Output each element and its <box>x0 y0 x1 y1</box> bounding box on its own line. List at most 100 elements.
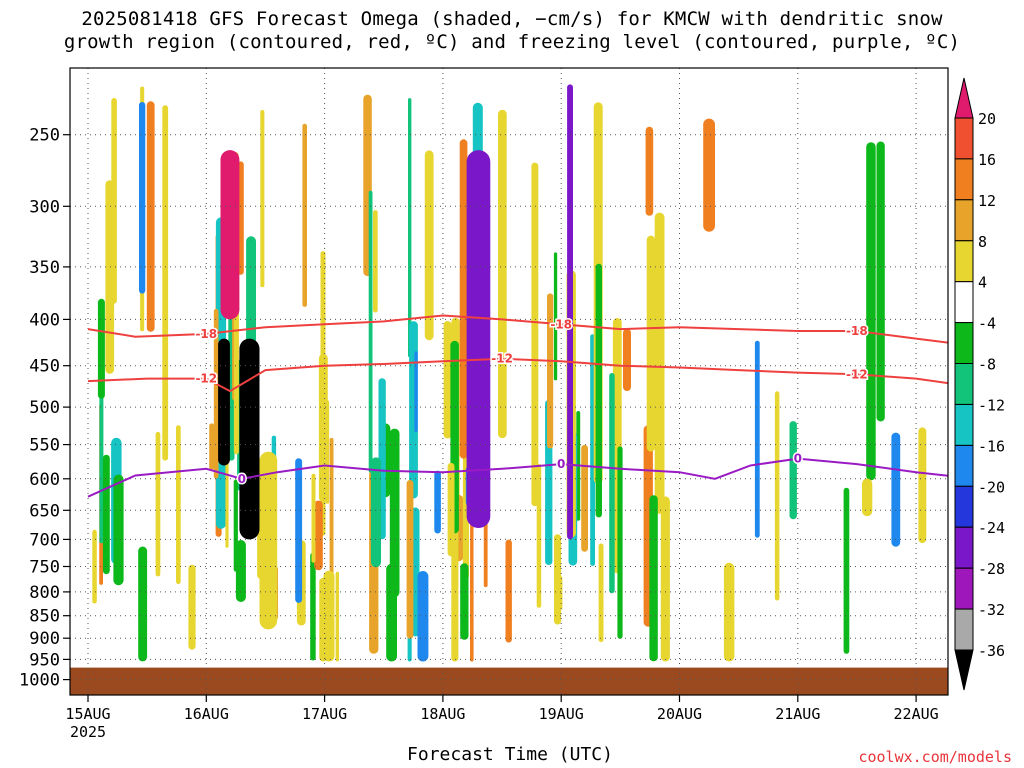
colorbar-label-10: -24 <box>978 519 1005 537</box>
omega-streak-62 <box>547 293 554 449</box>
y-tick-label-750: 750 <box>29 558 60 578</box>
contour-label-2-2: 0 <box>794 452 802 466</box>
omega-streak-105 <box>862 478 873 517</box>
x-tick-label-17AUG: 17AUG <box>302 705 347 723</box>
y-tick-label-700: 700 <box>29 530 60 550</box>
credit-link[interactable]: coolwx.com/models <box>858 748 1012 766</box>
omega-streak-80 <box>314 500 323 571</box>
omega-streak-31 <box>531 162 539 507</box>
omega-streak-113 <box>460 563 469 640</box>
colorbar-bin-12 <box>954 608 974 651</box>
omega-streak-81 <box>581 444 588 552</box>
omega-streak-21 <box>373 210 378 313</box>
contour-label-2-0: 0 <box>238 472 246 486</box>
colorbar-bottom-arrow <box>954 649 974 691</box>
omega-feature-0 <box>220 150 240 320</box>
colorbar-label-13: -36 <box>978 642 1005 660</box>
omega-streak-88 <box>424 150 434 341</box>
colorbar-label-3: 8 <box>978 233 987 251</box>
x-tick-label-19AUG: 19AUG <box>539 705 584 723</box>
omega-streak-51 <box>188 564 196 650</box>
y-tick-label-550: 550 <box>29 436 60 456</box>
colorbar-bin-0 <box>954 117 974 160</box>
x-tick-label-15AUG: 15AUG <box>65 705 110 723</box>
contour-label-0-1: -18 <box>550 317 572 331</box>
omega-streak-15 <box>645 126 654 216</box>
colorbar-bin-6 <box>954 363 974 405</box>
colorbar-label-11: -28 <box>978 560 1005 578</box>
omega-streak-13 <box>723 562 735 662</box>
omega-streak-19 <box>235 540 246 602</box>
omega-streak-67 <box>654 212 665 514</box>
omega-streak-9 <box>443 321 452 439</box>
omega-streak-11 <box>505 539 512 643</box>
y-tick-label-450: 450 <box>29 357 60 377</box>
colorbar-label-9: -20 <box>978 478 1005 496</box>
colorbar-bin-7 <box>954 404 974 446</box>
omega-streak-27 <box>623 328 631 391</box>
omega-streak-3 <box>498 109 507 439</box>
omega-streak-102 <box>295 458 303 603</box>
omega-streak-45 <box>233 479 238 572</box>
omega-streak-56 <box>598 543 604 643</box>
x-tick-label-18AUG: 18AUG <box>420 705 465 723</box>
omega-streak-49 <box>209 423 215 470</box>
omega-streak-108 <box>97 298 105 399</box>
colorbar-label-7: -12 <box>978 397 1005 415</box>
colorbar-bin-4 <box>954 281 974 324</box>
contour-label-1-0: -12 <box>195 372 217 386</box>
x-tick-label-21AUG: 21AUG <box>775 705 820 723</box>
colorbar-bin-1 <box>954 158 974 201</box>
omega-streak-2 <box>138 546 148 662</box>
y-tick-label-850: 850 <box>29 607 60 627</box>
omega-streak-28 <box>774 391 780 601</box>
chart-subtitle: growth region (contoured, red, ºC) and f… <box>63 31 961 53</box>
omega-streak-99 <box>146 101 155 332</box>
omega-streak-84 <box>876 141 885 422</box>
y-tick-label-500: 500 <box>29 398 60 418</box>
omega-streak-79 <box>417 571 429 662</box>
colorbar-bin-10 <box>954 526 974 569</box>
omega-streak-69 <box>617 446 623 639</box>
x-axis-label: Forecast Time (UTC) <box>407 744 613 765</box>
omega-streak-5 <box>789 421 797 520</box>
colorbar-bin-5 <box>954 322 974 365</box>
contour-label-0-2: -18 <box>846 324 868 338</box>
omega-streak-109 <box>311 473 316 563</box>
y-tick-label-800: 800 <box>29 583 60 603</box>
omega-streak-74 <box>459 139 468 459</box>
omega-feature-2 <box>218 338 230 466</box>
y-tick-label-650: 650 <box>29 501 60 521</box>
colorbar-bin-8 <box>954 444 974 487</box>
omega-streak-87 <box>434 470 441 534</box>
y-tick-label-600: 600 <box>29 470 60 490</box>
y-tick-label-250: 250 <box>29 126 60 146</box>
contour-line-0 <box>87 314 948 344</box>
x-tick-label-22AUG: 22AUG <box>894 705 939 723</box>
omega-streak-36 <box>553 252 558 381</box>
omega-streak-94 <box>649 495 658 662</box>
contour-line-1 <box>87 357 948 393</box>
colorbar-bin-3 <box>954 240 974 283</box>
contour-label-1-1: -12 <box>491 352 513 366</box>
colorbar-bin-11 <box>954 567 974 610</box>
omega-streak-68 <box>646 235 655 452</box>
colorbar-top-arrow <box>954 77 974 119</box>
colorbar-label-6: -8 <box>978 356 996 374</box>
omega-streak-64 <box>866 142 876 481</box>
colorbar-bin-9 <box>954 485 974 528</box>
contour-label-2-1: 0 <box>557 457 565 471</box>
ground-surface <box>70 667 948 695</box>
omega-streak-73 <box>386 563 397 662</box>
colorbar-label-0: 20 <box>978 110 996 128</box>
y-tick-label-400: 400 <box>29 310 60 330</box>
omega-streak-66 <box>102 454 110 575</box>
colorbar-label-5: -4 <box>978 315 996 333</box>
contour-label-0-0: -18 <box>195 327 217 341</box>
omega-streak-18 <box>162 105 169 461</box>
omega-feature-6 <box>703 118 715 232</box>
omega-streak-63 <box>176 425 181 585</box>
omega-streak-119 <box>368 190 373 473</box>
omega-streak-106 <box>406 480 414 639</box>
